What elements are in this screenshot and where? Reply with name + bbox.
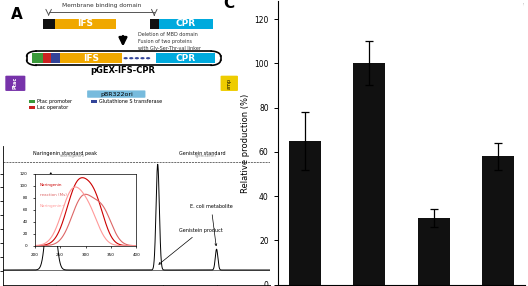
Text: Genistein standard: Genistein standard: [179, 152, 226, 156]
FancyBboxPatch shape: [43, 19, 55, 29]
FancyBboxPatch shape: [159, 19, 213, 29]
Text: pGEX-IFS-CPR: pGEX-IFS-CPR: [90, 65, 155, 75]
Text: Deletion of MBD domain
Fusion of two proteins
with Gly-Ser-Thr-val linker: Deletion of MBD domain Fusion of two pro…: [138, 32, 201, 51]
FancyBboxPatch shape: [156, 53, 215, 63]
Text: CPR: CPR: [176, 54, 196, 63]
Text: Lac operator: Lac operator: [37, 105, 69, 110]
FancyBboxPatch shape: [87, 90, 145, 98]
FancyBboxPatch shape: [55, 19, 116, 29]
Y-axis label: Relative production (%): Relative production (%): [241, 93, 250, 193]
FancyBboxPatch shape: [30, 106, 35, 109]
FancyBboxPatch shape: [150, 19, 159, 29]
Circle shape: [146, 57, 150, 59]
Text: Membrane binding domain: Membrane binding domain: [62, 3, 141, 8]
Text: Genistein product: Genistein product: [159, 228, 223, 264]
Bar: [482, 156, 514, 285]
FancyBboxPatch shape: [30, 100, 35, 104]
Circle shape: [124, 57, 128, 59]
FancyBboxPatch shape: [43, 53, 51, 63]
Bar: [418, 218, 450, 285]
FancyBboxPatch shape: [60, 53, 121, 63]
Text: amp: amp: [227, 78, 232, 89]
Text: Ptac promoter: Ptac promoter: [37, 100, 72, 104]
Text: C: C: [223, 0, 234, 11]
Bar: [289, 141, 321, 285]
Text: IFS: IFS: [78, 19, 93, 28]
Text: E. coli metabolite: E. coli metabolite: [190, 204, 232, 246]
Text: (genistein): (genistein): [195, 154, 217, 158]
Text: Glutathione S transferase: Glutathione S transferase: [99, 100, 162, 104]
FancyBboxPatch shape: [91, 100, 97, 104]
FancyBboxPatch shape: [221, 76, 238, 91]
Bar: [353, 63, 385, 285]
FancyBboxPatch shape: [32, 53, 43, 63]
Text: Naringenin standard peak: Naringenin standard peak: [33, 152, 97, 156]
Text: (naringenin): (naringenin): [60, 154, 85, 158]
Text: CPR: CPR: [176, 19, 196, 28]
FancyBboxPatch shape: [5, 76, 25, 91]
Text: pBR322ori: pBR322ori: [100, 92, 133, 96]
Text: IFS: IFS: [83, 54, 99, 63]
Text: A: A: [11, 7, 22, 22]
FancyBboxPatch shape: [51, 53, 60, 63]
Circle shape: [129, 57, 134, 59]
Circle shape: [135, 57, 139, 59]
Text: Ptac: Ptac: [13, 77, 18, 90]
Circle shape: [140, 57, 145, 59]
